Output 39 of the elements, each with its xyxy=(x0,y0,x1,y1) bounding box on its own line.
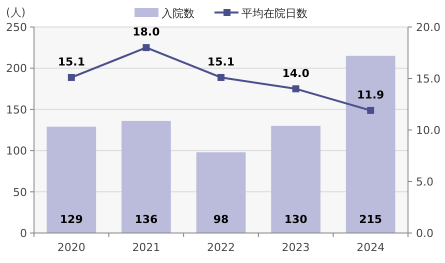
bar xyxy=(271,126,320,233)
y-tick-label: 50 xyxy=(13,186,27,199)
data-label: 18.0 xyxy=(132,26,160,39)
data-label: 15.1 xyxy=(207,55,235,68)
data-label: 11.9 xyxy=(357,88,384,102)
y-tick-label: 200 xyxy=(6,62,27,76)
point xyxy=(142,44,150,52)
x-tick-label: 2020 xyxy=(57,241,86,254)
y2-tick-label: 5.0 xyxy=(416,176,434,188)
y2-tick-label: 20.0 xyxy=(416,21,440,34)
data-label: 129 xyxy=(60,213,83,226)
point xyxy=(292,85,300,92)
x-tick-label: 2024 xyxy=(356,241,385,254)
y-tick-label: 100 xyxy=(6,144,27,158)
data-label: 98 xyxy=(213,213,229,226)
bar xyxy=(46,126,96,233)
data-label: 136 xyxy=(134,213,158,226)
bar xyxy=(196,152,246,233)
data-label: 130 xyxy=(284,213,308,226)
y-tick-label: 150 xyxy=(6,103,27,116)
point xyxy=(218,74,224,81)
point xyxy=(68,74,75,81)
x-tick-label: 2021 xyxy=(132,241,160,254)
y2-tick-label: 0.0 xyxy=(416,227,434,240)
x-tick-label: 2022 xyxy=(207,241,235,254)
data-label: 215 xyxy=(359,213,382,226)
y-tick-label: 250 xyxy=(6,21,27,34)
y2-tick-label: 10.0 xyxy=(416,124,440,137)
bar xyxy=(122,120,171,233)
data-label: 14.0 xyxy=(282,66,310,80)
legend-label: 平均在院日数 xyxy=(242,7,308,20)
y2-tick-label: 15.0 xyxy=(416,72,440,86)
y-tick-label: 0 xyxy=(20,227,27,240)
x-tick-label: 2023 xyxy=(282,241,310,254)
data-label: 15.1 xyxy=(58,55,85,68)
point xyxy=(367,106,374,114)
legend-label: 入院数 xyxy=(162,7,194,20)
bar xyxy=(346,56,396,233)
y-axis-title: (人) xyxy=(6,6,26,19)
